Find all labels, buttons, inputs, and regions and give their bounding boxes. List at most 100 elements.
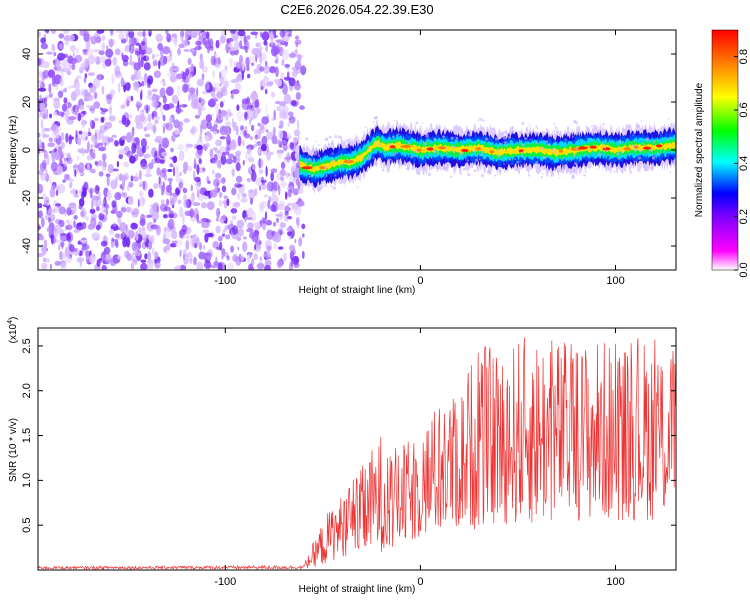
noise-speck [101, 42, 106, 51]
noise-speck [260, 179, 267, 184]
noise-speck [110, 30, 114, 36]
noise-speck [60, 241, 65, 247]
track-speck [415, 121, 419, 125]
noise-speck [112, 56, 117, 66]
track-speck [345, 144, 349, 149]
noise-speck [254, 188, 258, 197]
noise-speck [294, 238, 297, 244]
noise-speck [270, 38, 274, 46]
track-speck [466, 159, 469, 162]
noise-speck [289, 142, 295, 150]
noise-speck [145, 168, 151, 175]
noise-speck [126, 84, 129, 90]
track-speck [653, 140, 656, 143]
snr-panel: -100 0 100 0.5 1.0 1.5 2.0 2.5 Height of straig… [7, 317, 677, 595]
track-speck [592, 134, 595, 136]
track-speck [424, 140, 427, 143]
noise-speck [122, 59, 129, 67]
noise-speck [123, 192, 128, 199]
noise-region [38, 30, 307, 270]
noise-speck [80, 239, 88, 243]
noise-speck [148, 240, 153, 250]
noise-speck [105, 207, 109, 216]
track-speck [422, 172, 425, 175]
noise-speck [199, 53, 203, 62]
track-speck [328, 135, 332, 139]
noise-speck [212, 169, 215, 175]
colorbar-bar [711, 29, 739, 271]
noise-speck [158, 143, 163, 154]
noise-speck [60, 141, 65, 149]
noise-speck [241, 193, 247, 198]
track-speck [521, 121, 525, 125]
noise-speck [120, 207, 127, 213]
noise-speck [83, 149, 89, 154]
noise-speck [78, 162, 85, 173]
noise-speck [244, 125, 248, 130]
noise-speck [169, 243, 177, 248]
noise-speck [130, 135, 135, 145]
track-speck [485, 137, 489, 141]
noise-speck [56, 165, 64, 175]
noise-speck [127, 195, 134, 206]
signal-peak [426, 147, 434, 151]
noise-speck [125, 82, 131, 91]
x-tick-label: 100 [606, 576, 624, 588]
noise-speck [77, 155, 80, 161]
track-speck [511, 130, 515, 134]
noise-speck [246, 228, 254, 233]
noise-speck [128, 37, 133, 47]
noise-speck [229, 139, 237, 151]
noise-speck [279, 120, 284, 128]
noise-speck [51, 151, 55, 159]
noise-speck [298, 237, 303, 247]
noise-speck [140, 162, 148, 170]
noise-speck [102, 199, 106, 205]
track-speck [422, 122, 424, 124]
track-speck [408, 131, 412, 135]
noise-speck [68, 134, 73, 145]
noise-speck [240, 45, 248, 50]
noise-speck [143, 73, 148, 83]
noise-speck [195, 40, 202, 46]
noise-speck [287, 111, 294, 117]
noise-speck [226, 134, 231, 146]
noise-speck [144, 253, 148, 260]
noise-speck [101, 85, 105, 95]
track-speck [623, 128, 627, 132]
noise-speck [72, 52, 76, 57]
track-speck [364, 126, 367, 129]
noise-speck [65, 132, 69, 143]
noise-speck [186, 83, 190, 90]
noise-speck [171, 200, 174, 205]
noise-speck [279, 211, 283, 221]
track-speck [344, 185, 347, 187]
track-speck [367, 145, 370, 148]
noise-speck [89, 150, 95, 157]
track-speck [551, 148, 555, 152]
noise-speck [161, 137, 170, 149]
noise-speck [190, 184, 193, 192]
noise-speck [266, 245, 271, 253]
track-speck [327, 143, 331, 146]
track-speck [633, 160, 636, 163]
noise-speck [264, 46, 268, 52]
track-speck [657, 152, 660, 155]
noise-speck [289, 261, 293, 270]
noise-speck [286, 226, 293, 232]
noise-speck [254, 244, 257, 251]
noise-speck [152, 123, 157, 135]
noise-speck [159, 80, 165, 84]
noise-speck [112, 255, 115, 260]
noise-speck [283, 252, 287, 262]
noise-speck [279, 109, 286, 119]
noise-speck [159, 169, 167, 178]
noise-speck [273, 231, 282, 243]
noise-speck [195, 163, 198, 172]
noise-speck [161, 151, 168, 157]
noise-speck [183, 75, 190, 84]
noise-speck [144, 173, 152, 178]
noise-speck [169, 74, 177, 83]
noise-speck [250, 197, 253, 205]
noise-speck [166, 198, 170, 206]
